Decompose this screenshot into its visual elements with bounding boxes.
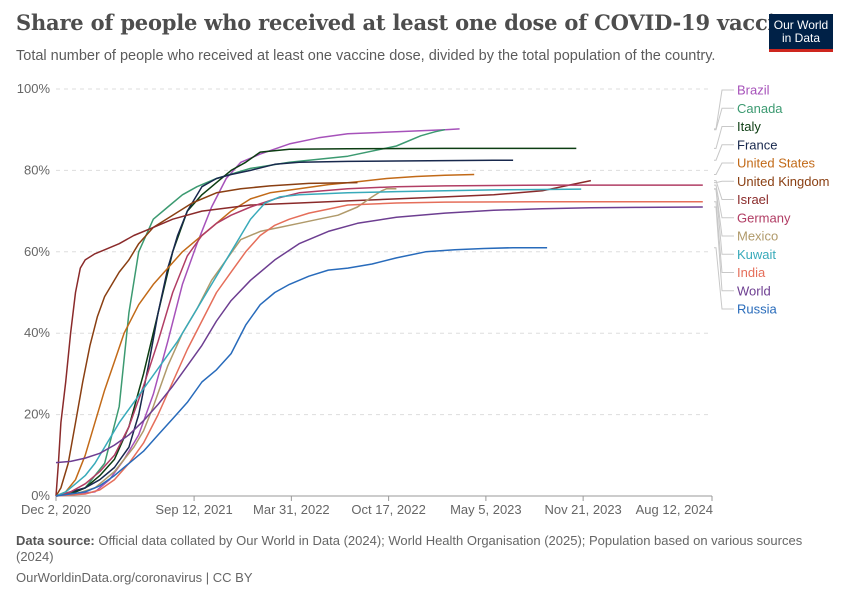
x-tick-label: Nov 21, 2023 <box>544 502 621 517</box>
series-lines <box>55 128 703 497</box>
x-tick-label: Oct 17, 2022 <box>351 502 425 517</box>
owid-logo[interactable]: Our World in Data <box>769 14 833 52</box>
legend-entry-kuwait[interactable]: Kuwait <box>737 247 776 262</box>
series-line-france[interactable] <box>55 159 514 497</box>
y-tick-label: 60% <box>24 244 50 259</box>
legend-connector <box>714 162 734 175</box>
legend-connector <box>714 184 734 219</box>
series-line-world[interactable] <box>55 206 703 464</box>
x-tick-label: May 5, 2023 <box>450 502 522 517</box>
grid-lines <box>56 88 712 416</box>
y-tick-label: 20% <box>24 407 50 422</box>
legend-connector <box>714 188 734 255</box>
series-line-united-states[interactable] <box>55 173 475 497</box>
data-source-text: Official data collated by Our World in D… <box>16 533 803 564</box>
legend-connector <box>714 180 734 200</box>
legend-entry-germany[interactable]: Germany <box>737 210 791 225</box>
legend: Brazil Canada Italy France United States Unit… <box>737 83 830 317</box>
legend-connectors <box>714 89 734 310</box>
x-tick-label: Dec 2, 2020 <box>21 502 91 517</box>
legend-entry-mexico[interactable]: Mexico <box>737 229 778 244</box>
legend-connector <box>714 89 734 130</box>
data-source: Data source: Official data collated by O… <box>16 533 806 565</box>
legend-connector <box>714 107 734 131</box>
legend-entry-russia[interactable]: Russia <box>737 302 778 317</box>
legend-entry-canada[interactable]: Canada <box>737 101 783 116</box>
chart-subtitle: Total number of people who received at l… <box>16 48 716 64</box>
legend-entry-united-states[interactable]: United States <box>737 156 816 171</box>
legend-connector <box>714 201 734 273</box>
series-line-brazil[interactable] <box>55 128 460 497</box>
logo-line-2: in Data <box>781 31 821 45</box>
y-tick-label: 0% <box>31 488 50 503</box>
series-line-kuwait[interactable] <box>55 188 582 497</box>
y-tick-label: 40% <box>24 325 50 340</box>
legend-entry-france[interactable]: France <box>737 137 777 152</box>
x-tick-label: Mar 31, 2022 <box>253 502 330 517</box>
series-line-italy[interactable] <box>55 147 577 497</box>
y-tick-label: 100% <box>17 81 51 96</box>
x-axis: Dec 2, 2020 Sep 12, 2021 Mar 31, 2022 Oct 1… <box>21 495 713 517</box>
x-tick-label: Sep 12, 2021 <box>155 502 232 517</box>
data-source-label: Data source: <box>16 533 95 548</box>
y-tick-label: 80% <box>24 162 50 177</box>
legend-connector <box>714 247 734 310</box>
legend-connector <box>714 144 734 161</box>
legend-connector <box>714 180 734 184</box>
legend-entry-india[interactable]: India <box>737 265 766 280</box>
x-tick-label: Aug 12, 2024 <box>636 502 713 517</box>
logo-line-1: Our World <box>773 18 829 32</box>
series-line-israel[interactable] <box>55 179 592 497</box>
series-line-india[interactable] <box>55 200 703 497</box>
y-axis-ticks: 0% 20% 40% 60% 80% 100% <box>17 81 51 503</box>
legend-entry-brazil[interactable]: Brazil <box>737 83 770 98</box>
series-line-united-kingdom[interactable] <box>55 181 358 497</box>
chart-title: Share of people who received at least on… <box>16 10 804 35</box>
legend-entry-world[interactable]: World <box>737 283 771 298</box>
series-line-canada[interactable] <box>55 128 446 497</box>
legend-connector <box>714 206 734 292</box>
legend-entry-united-kingdom[interactable]: United Kingdom <box>737 174 830 189</box>
series-line-russia[interactable] <box>55 246 548 497</box>
legend-entry-italy[interactable]: Italy <box>737 119 761 134</box>
legend-connector <box>714 126 734 149</box>
legend-entry-israel[interactable]: Israel <box>737 192 769 207</box>
credit-link[interactable]: OurWorldinData.org/coronavirus | CC BY <box>16 570 253 585</box>
series-line-germany[interactable] <box>55 184 703 497</box>
